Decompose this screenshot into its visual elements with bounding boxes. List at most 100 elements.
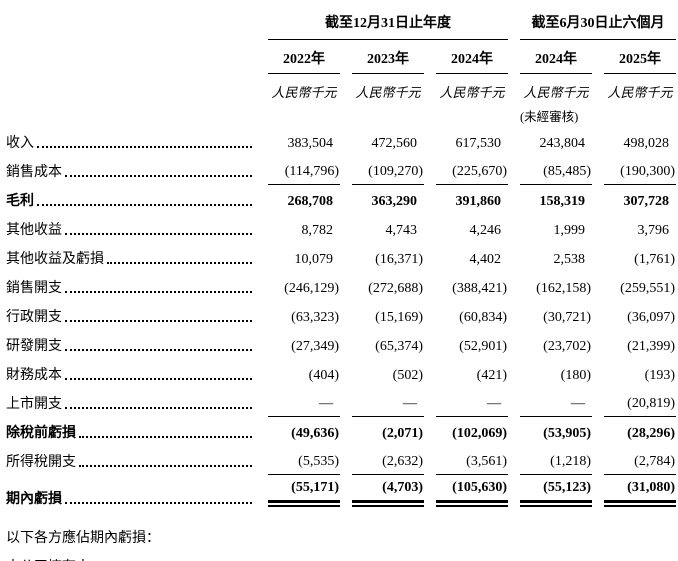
value-cell: (225,670) [424,156,508,185]
dot-leader [65,291,252,293]
value-cell: (105,843) [424,551,508,561]
value-cell: (502) [392,368,423,383]
dot-leader [79,436,252,438]
dot-leader [65,378,252,380]
table-row: 銷售開支 (246,129) (272,688) (388,421) (162,158)… [6,272,676,301]
value-cell: (3,561) [424,446,508,475]
value-cell: — [256,388,340,417]
table-row: 研發開支 (27,349) (65,374) (52,901) (23,702) (21,… [6,330,676,359]
value-cell: 4,402 [469,252,502,267]
table-row: 本公司擁有人 (55,164)(4,603)(105,843)(55,906)(3… [6,551,676,561]
currency-unit: 人民幣千元 [271,85,337,100]
value-cell: (4,703) [340,475,424,512]
value-cell: (55,171) [256,475,340,512]
value-cell: 4,743 [385,223,418,238]
dot-leader [65,233,252,235]
table-row: 除稅前虧損 (49,636) (2,071) (102,069) (53,905) (28… [6,417,676,446]
value-cell: 3,796 [637,223,670,238]
dot-leader [65,320,252,322]
header-spacer [6,103,256,127]
section-title-row: 以下各方應佔期內虧損： [6,512,676,551]
year-header-2022: 2022年 [268,40,340,74]
value-cell: (246,129) [284,281,339,296]
value-cell: 10,079 [294,252,334,267]
row-label: 財務成本 [6,368,62,383]
value-cell: (55,123) [508,475,592,512]
value-cell: 4,246 [469,223,502,238]
value-cell: (1,761) [634,252,675,267]
value-cell: (60,834) [459,310,507,325]
period-group-annual: 截至12月31日止年度 [268,10,508,40]
currency-unit: 人民幣千元 [439,85,505,100]
value-cell: (193) [644,368,675,383]
table-row: 收入 383,504 472,560 617,530 243,804 498,028 [6,127,676,156]
year-header-2024: 2024年 [436,40,508,74]
value-cell: (105,630) [424,475,508,512]
value-cell: (30,721) [543,310,591,325]
table-row: 上市開支 — — — — (20,819) [6,388,676,417]
value-cell: (23,702) [543,339,591,354]
value-cell: (388,421) [452,281,507,296]
table-row: 其他收益 8,782 4,743 4,246 1,999 3,796 [6,214,676,243]
value-cell: 8,782 [301,223,334,238]
section-title: 以下各方應佔期內虧損： [6,531,160,546]
value-cell: (15,169) [375,310,423,325]
row-label: 銷售開支 [6,281,62,296]
dot-leader [79,465,252,467]
value-cell: (55,164) [256,551,340,561]
value-cell: (259,551) [620,281,675,296]
year-header-2025-interim: 2025年 [604,40,676,74]
value-cell: (27,349) [291,339,339,354]
row-label: 上市開支 [6,397,62,412]
table-row: 期內虧損 (55,171) (4,703) (105,630) (55,123) (31,… [6,475,676,512]
value-cell: (16,371) [375,252,423,267]
value-cell: 472,560 [371,136,418,151]
dot-leader [37,204,252,206]
dot-leader [65,349,252,351]
value-cell: 383,504 [287,136,334,151]
value-cell: (53,905) [543,426,591,441]
row-label: 收入 [6,136,34,151]
value-cell: (2,632) [340,446,424,475]
value-cell: (190,300) [592,156,676,185]
value-cell: (20,819) [592,388,676,417]
value-cell: 363,290 [371,194,418,209]
year-header-2023: 2023年 [352,40,424,74]
row-label: 行政開支 [6,310,62,325]
header-spacer [6,40,256,74]
table-row: 所得稅開支 (5,535) (2,632) (3,561) (1,218) (2,784) [6,446,676,475]
row-label: 毛利 [6,194,34,209]
value-cell: (180) [560,368,591,383]
value-cell: 307,728 [623,194,670,209]
income-statement-table: 截至12月31日止年度 截至6月30日止六個月 2022年 2023年 2024… [6,10,676,561]
table-row: 財務成本 (404) (502) (421) (180) (193) [6,359,676,388]
dot-leader [107,262,252,264]
row-label: 本公司擁有人 [6,556,90,561]
dot-leader [65,175,252,177]
value-cell: (28,296) [627,426,675,441]
value-cell: (52,901) [459,339,507,354]
value-cell: (272,688) [368,281,423,296]
row-label: 除稅前虧損 [6,426,76,441]
value-cell: (421) [476,368,507,383]
value-cell: (21,399) [627,339,675,354]
row-label: 所得稅開支 [6,455,76,470]
value-cell: 268,708 [287,194,334,209]
unaudited-row: (未經審核) [6,103,676,127]
row-label: 其他收益 [6,223,62,238]
table-row: 銷售成本 (114,796) (109,270) (225,670) (85,485)(… [6,156,676,185]
value-cell: 617,530 [455,136,502,151]
value-cell: (36,097) [627,310,675,325]
unit-row: 人民幣千元 人民幣千元 人民幣千元 人民幣千元 人民幣千元 [6,74,676,103]
value-cell: (114,796) [256,156,340,185]
header-spacer [6,10,256,40]
period-group-header-row: 截至12月31日止年度 截至6月30日止六個月 [6,10,676,40]
value-cell: (404) [308,368,339,383]
row-label: 研發開支 [6,339,62,354]
header-spacer [6,74,256,103]
table-row: 行政開支 (63,323) (15,169) (60,834) (30,721) (36,… [6,301,676,330]
currency-unit: 人民幣千元 [523,85,589,100]
currency-unit: 人民幣千元 [355,85,421,100]
value-cell: (109,270) [340,156,424,185]
